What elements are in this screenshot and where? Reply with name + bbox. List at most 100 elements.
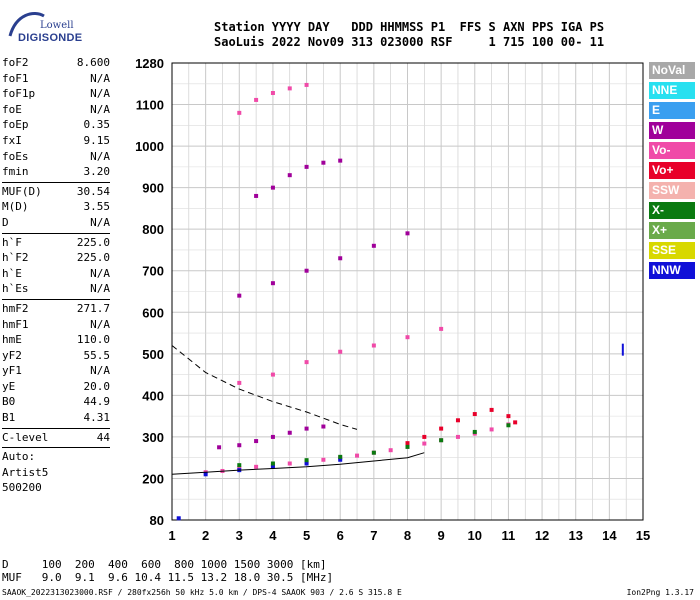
- y-tick-label: 600: [142, 305, 164, 320]
- param-row: yF2 55.5: [2, 349, 110, 365]
- legend-item-noval: NoVal: [649, 62, 695, 79]
- param-row: fxI 9.15: [2, 134, 110, 150]
- echo-point: [270, 185, 275, 190]
- param-row: C-level 44: [2, 431, 110, 447]
- echo-point: [321, 160, 326, 165]
- x-tick-label: 4: [269, 528, 277, 543]
- header-line-1: Station YYYY DAY DDD HHMMSS P1 FFS S AXN…: [214, 20, 605, 34]
- y-tick-label: 700: [142, 264, 164, 279]
- param-label: C-level: [2, 430, 49, 444]
- x-tick-label: 6: [337, 528, 344, 543]
- echo-point: [287, 430, 292, 435]
- y-tick-label: 900: [142, 181, 164, 196]
- distance-row: D 100 200 400 600 800 1000 1500 3000 [km…: [2, 558, 327, 571]
- y-tick-label: 300: [142, 430, 164, 445]
- muf-table: D 100 200 400 600 800 1000 1500 3000 [km…: [2, 558, 333, 584]
- echo-point: [304, 461, 309, 466]
- y-tick-label: 1100: [136, 98, 164, 113]
- header-line-2: SaoLuis 2022 Nov09 313 023000 RSF 1 715 …: [214, 35, 605, 49]
- echo-point: [304, 458, 309, 463]
- param-value: 110.0: [76, 333, 110, 347]
- y-tick-label: 400: [142, 388, 164, 403]
- param-value: 271.7: [76, 301, 110, 315]
- param-row: foEs N/A: [2, 150, 110, 166]
- param-label: fmin: [2, 165, 29, 179]
- echo-point: [254, 439, 259, 444]
- x-tick-label: 8: [404, 528, 411, 543]
- echo-point: [405, 335, 410, 340]
- x-tick-label: 3: [236, 528, 243, 543]
- param-value: 55.5: [83, 348, 111, 362]
- echo-point: [270, 434, 275, 439]
- echo-point: [270, 372, 275, 377]
- x-tick-label: 14: [602, 528, 617, 543]
- legend-item-sse: SSE: [649, 242, 695, 259]
- param-label: B0: [2, 395, 16, 409]
- param-label: foF2: [2, 56, 29, 69]
- echo-point: [422, 441, 427, 446]
- x-tick-label: 2: [202, 528, 209, 543]
- echo-point-outlier: [621, 343, 624, 356]
- param-label: h`E: [2, 266, 22, 280]
- echo-point: [371, 450, 376, 455]
- echo-point: [304, 268, 309, 273]
- param-row: Artist5: [2, 466, 110, 482]
- chart-ticks: 1 2 3 4 5 6 7 8 9 10 11 12 13 14 158020030040050060070…: [135, 56, 650, 543]
- param-row: yE 20.0: [2, 380, 110, 396]
- echo-point: [338, 457, 343, 462]
- echo-point: [287, 461, 292, 466]
- echo-point: [338, 256, 343, 261]
- param-row: h`Es N/A: [2, 282, 110, 298]
- param-label: hmF2: [2, 301, 29, 315]
- echo-point: [321, 424, 326, 429]
- logo-text-bottom: DIGISONDE: [18, 32, 83, 44]
- parameter-panel: foF2 8.600 foF1 N/A foF1p N/A foE N/A foEp 0.35 fx…: [2, 56, 110, 497]
- param-value: 0.35: [83, 118, 111, 132]
- y-tick-label: 500: [142, 347, 164, 362]
- param-label: M(D): [2, 200, 29, 214]
- param-value: 225.0: [76, 251, 110, 265]
- param-value: N/A: [90, 87, 110, 101]
- echo-point: [270, 281, 275, 286]
- param-value: 225.0: [76, 235, 110, 249]
- lowell-digisonde-logo: Lowell DIGISONDE: [4, 6, 84, 44]
- echo-point: [388, 448, 393, 453]
- param-label: foEp: [2, 118, 29, 132]
- echo-point: [237, 110, 242, 115]
- echo-point: [439, 438, 444, 443]
- param-row: h`F2 225.0: [2, 251, 110, 267]
- echo-point: [176, 516, 181, 521]
- echo-point: [304, 164, 309, 169]
- echo-point: [254, 464, 259, 469]
- param-row: MUF(D) 30.54: [2, 185, 110, 201]
- param-label: 500200: [2, 481, 42, 495]
- x-tick-label: 7: [370, 528, 377, 543]
- param-value: 8.600: [76, 56, 110, 69]
- echo-point: [237, 443, 242, 448]
- param-value: N/A: [90, 149, 110, 163]
- param-row: hmE 110.0: [2, 333, 110, 349]
- param-row: foF1p N/A: [2, 87, 110, 103]
- param-value: 3.55: [83, 200, 111, 214]
- param-value: 4.31: [83, 411, 111, 425]
- param-row: h`E N/A: [2, 267, 110, 283]
- param-label: yF2: [2, 348, 22, 362]
- param-value: 9.15: [83, 133, 111, 147]
- legend-item-x-: X+: [649, 222, 695, 239]
- file-info-footer: SAAOK_2022313023000.RSF / 280fx256h 50 k…: [2, 588, 402, 597]
- echo-point: [237, 293, 242, 298]
- echo-point: [237, 466, 242, 471]
- echo-point: [513, 420, 518, 425]
- station-header: Station YYYY DAY DDD HHMMSS P1 FFS S AXN…: [214, 20, 604, 50]
- param-label: fxI: [2, 133, 22, 147]
- param-row: hmF1 N/A: [2, 318, 110, 334]
- param-row: B0 44.9: [2, 395, 110, 411]
- version-label: Ion2Png 1.3.17: [626, 588, 694, 597]
- x-tick-label: 12: [535, 528, 549, 543]
- echo-point: [338, 454, 343, 459]
- echo-point: [287, 173, 292, 178]
- echo-point: [237, 463, 242, 468]
- echo-point: [304, 360, 309, 365]
- param-row: D N/A: [2, 216, 110, 232]
- echo-point: [455, 434, 460, 439]
